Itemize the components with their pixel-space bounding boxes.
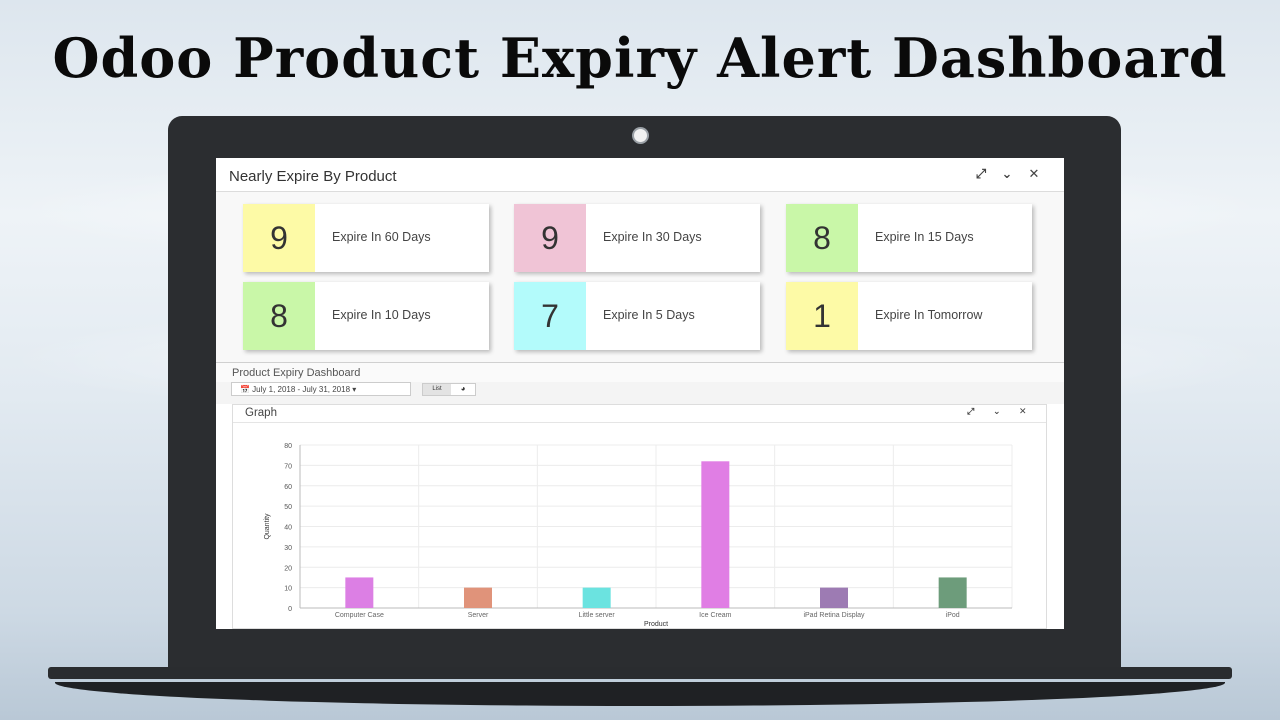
y-axis-title: Quantity [264,513,271,540]
dashboard-title: Product Expiry Dashboard [232,367,361,379]
expiry-card-tomorrow[interactable]: 1 Expire In Tomorrow [786,282,1032,350]
y-tick-label: 20 [284,565,292,572]
y-tick-label: 50 [284,504,292,511]
laptop-screen: Nearly Expire By Product ⤢ ⌄ ✕ 9 Expire … [216,158,1064,629]
bar-computer-case [345,577,374,608]
card-label: Expire In Tomorrow [875,308,983,322]
expiry-card-15-days[interactable]: 8 Expire In 15 Days [786,204,1032,272]
bar-ipad-retina-display [820,587,848,608]
graph-header: Graph ⤢ ⌄ ✕ [233,405,1046,423]
y-tick-label: 0 [288,606,292,613]
card-label: Expire In 10 Days [332,308,431,322]
card-count: 8 [786,204,858,272]
y-tick-label: 80 [284,443,292,450]
expiry-card-60-days[interactable]: 9 Expire In 60 Days [243,204,489,272]
chart-view-button[interactable]: ◕ [451,384,475,395]
y-tick-label: 10 [284,586,292,593]
graph-panel: Graph ⤢ ⌄ ✕ 0 10 20 30 40 50 60 70 80 Computer Ca… [232,404,1047,629]
y-tick-label: 70 [284,463,292,470]
card-label: Expire In 30 Days [603,230,702,244]
bar-chart: 0 10 20 30 40 50 60 70 80 Computer Case Server Litt… [264,443,1013,628]
dashboard-header: Product Expiry Dashboard [216,362,1064,382]
x-tick-label: Ice Cream [699,612,731,619]
x-tick-label: Little server [579,612,616,619]
chevron-down-icon[interactable]: ⌄ [1001,167,1013,182]
expand-icon[interactable]: ⤢ [967,407,975,417]
close-icon[interactable]: ✕ [1019,407,1027,417]
list-view-button[interactable]: List [423,384,451,395]
card-label: Expire In 5 Days [603,308,695,322]
bar-server [464,587,492,608]
chevron-down-icon[interactable]: ⌄ [993,407,1001,417]
camera-icon [632,127,649,144]
card-label: Expire In 15 Days [875,230,974,244]
card-count: 9 [243,204,315,272]
card-label: Expire In 60 Days [332,230,431,244]
bar-little-server [582,587,611,608]
x-tick-label: Computer Case [335,612,384,619]
panel-title: Nearly Expire By Product [229,168,397,185]
card-count: 7 [514,282,586,350]
headline: Odoo Product Expiry Alert Dashboard [52,26,1228,90]
bar-ipod [938,577,967,608]
x-tick-label: Server [468,612,489,619]
expiry-card-5-days[interactable]: 7 Expire In 5 Days [514,282,760,350]
laptop-base [48,667,1232,679]
laptop-base-lower [55,682,1225,706]
bar-ice-cream [701,461,730,608]
card-count: 1 [786,282,858,350]
expiry-card-30-days[interactable]: 9 Expire In 30 Days [514,204,760,272]
x-tick-label: iPod [946,612,960,619]
graph-title: Graph [245,407,277,419]
date-range-picker[interactable]: 📅 July 1, 2018 - July 31, 2018 ▾ [231,382,411,396]
y-tick-label: 60 [284,484,292,491]
dashboard-toolbar: 📅 July 1, 2018 - July 31, 2018 ▾ List ◕ [216,382,1064,404]
x-tick-label: iPad Retina Display [803,612,865,619]
expand-icon[interactable]: ⤢ [975,167,987,182]
panel-header: Nearly Expire By Product ⤢ ⌄ ✕ [216,158,1064,192]
y-tick-label: 30 [284,545,292,552]
expiry-card-10-days[interactable]: 8 Expire In 10 Days [243,282,489,350]
close-icon[interactable]: ✕ [1028,167,1040,182]
card-count: 9 [514,204,586,272]
view-switcher: List ◕ [422,383,476,396]
card-count: 8 [243,282,315,350]
cards-area: 9 Expire In 60 Days 9 Expire In 30 Days … [216,192,1064,362]
y-tick-label: 40 [284,525,292,532]
x-axis-title: Product [644,621,668,628]
